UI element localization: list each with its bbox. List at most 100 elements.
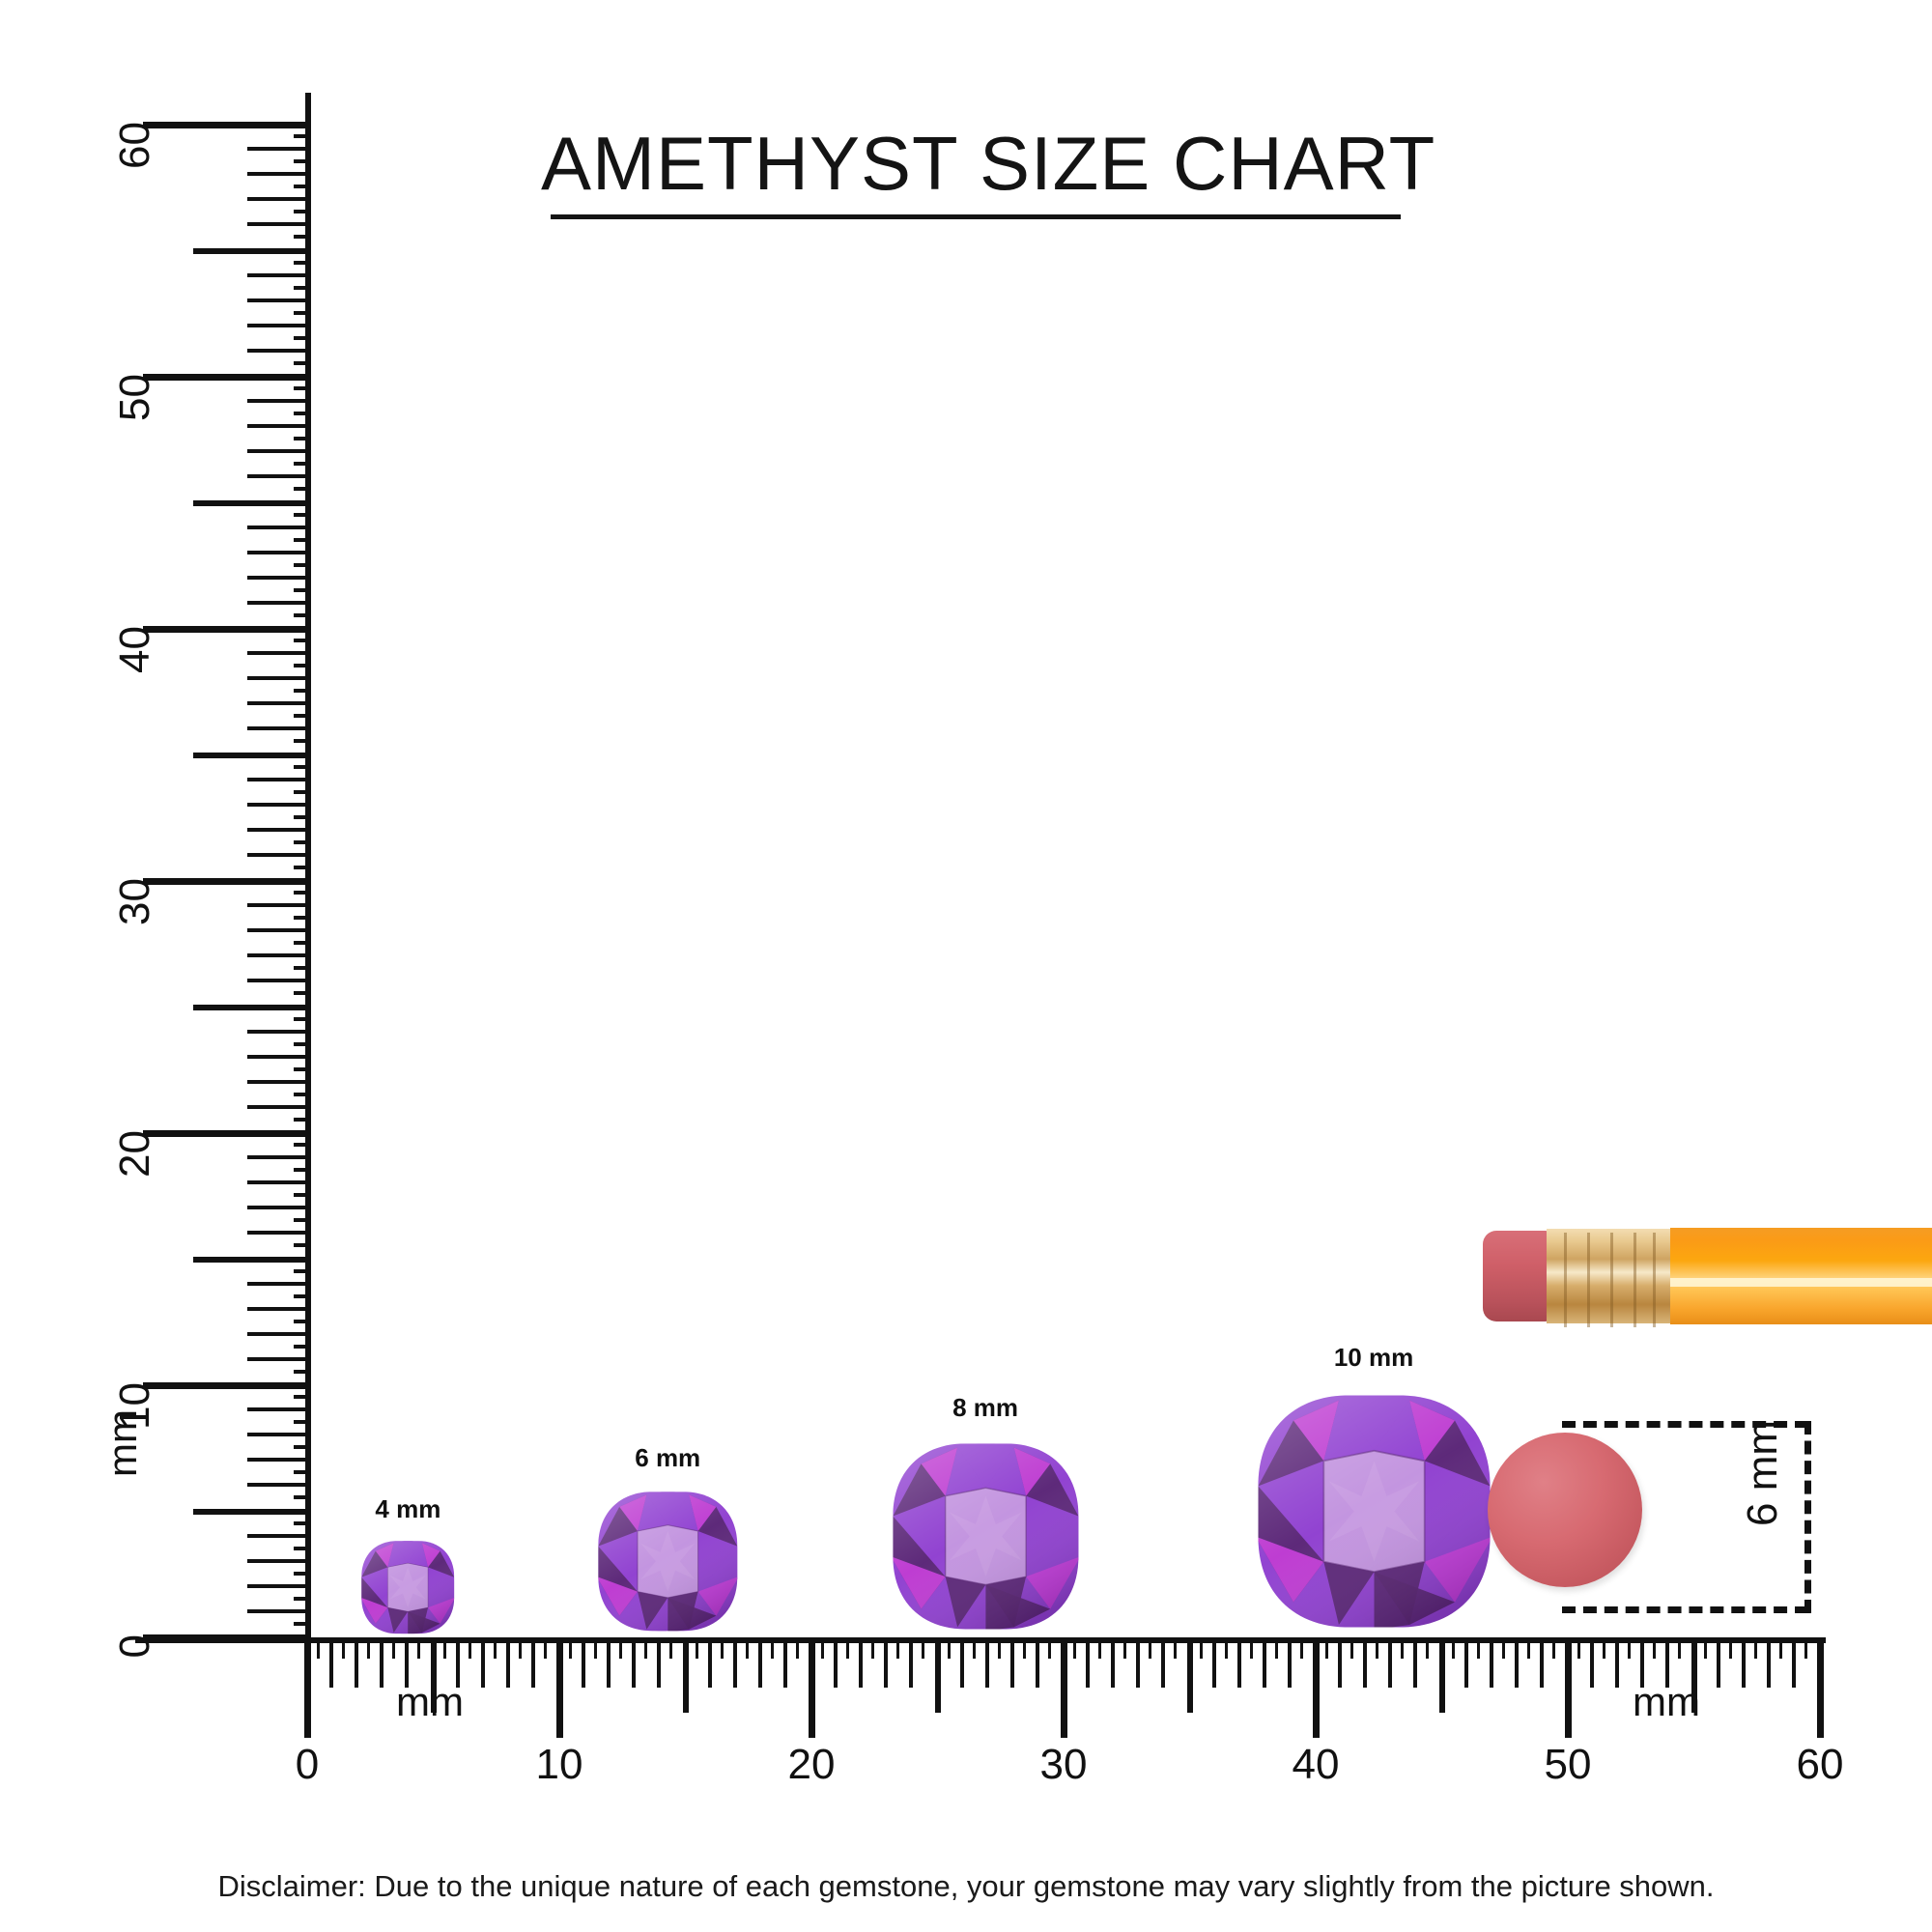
ruler-tick [294,1546,307,1550]
ruler-tick [1274,1643,1278,1659]
ruler-tick [380,1643,384,1688]
ruler-tick [247,651,307,656]
ruler-tick [530,1643,535,1688]
ruler-tick [247,1608,307,1613]
ruler-tick [947,1643,951,1659]
ruler-tick [304,1643,311,1738]
ruler-tick [821,1643,825,1659]
gemstone-10mm[interactable] [1248,1385,1500,1637]
ruler-tick [247,1180,307,1185]
ruler-tick [294,612,307,617]
ruler-tick [1451,1643,1455,1659]
ruler-tick [247,1331,307,1336]
gemstone-group[interactable]: 8 mm [885,1393,1087,1637]
ruler-tick [294,916,307,921]
ruler-tick [1463,1643,1468,1688]
ruler-tick [1741,1643,1746,1688]
ruler-tick [294,789,307,794]
ruler-tick [294,1243,307,1248]
ruler-tick [294,512,307,517]
ruler-label: 20 [787,1741,836,1788]
gemstone-image [361,1540,455,1634]
ruler-tick [1628,1643,1632,1659]
ruler-tick [247,827,307,832]
gemstone-8mm[interactable] [885,1435,1087,1637]
ruler-tick [193,1004,307,1010]
ruler-tick [1388,1643,1393,1688]
ruler-tick [247,1281,307,1286]
ruler-tick [247,1458,307,1463]
ruler-label: 50 [111,374,158,421]
ruler-tick [294,1117,307,1122]
ruler-tick [632,1643,637,1688]
ruler-tick [294,1495,307,1500]
ruler-tick [1615,1643,1620,1688]
ruler-tick [294,285,307,290]
ruler-tick [468,1643,471,1659]
ruler-tick [1236,1643,1241,1688]
gemstone-4mm[interactable] [357,1537,458,1637]
ruler-tick [669,1643,673,1659]
ruler-tick [1363,1643,1368,1688]
ruler-tick [294,210,307,214]
ruler-tick [143,122,307,128]
ruler-tick [247,1306,307,1311]
ruler-tick [1350,1643,1354,1659]
gemstone-6mm[interactable] [592,1486,744,1637]
ruler-tick [582,1643,586,1688]
ruler-tick [480,1643,485,1688]
ruler-tick [770,1643,774,1659]
ruler-tick [896,1643,900,1659]
ruler-tick [1551,1643,1555,1659]
ruler-tick [193,1256,307,1263]
ruler-tick [247,903,307,908]
ruler-tick [922,1643,925,1659]
ruler-tick [417,1643,421,1659]
ruler-tick [392,1643,396,1659]
ruler-tick [809,1643,815,1738]
ruler-tick [367,1643,371,1659]
ruler-tick [294,1596,307,1601]
ruler-tick [247,1558,307,1563]
ruler-tick [1123,1643,1127,1659]
ruler-tick [247,726,307,731]
ruler-tick [294,360,307,365]
gemstone-group[interactable]: 10 mm [1248,1343,1500,1637]
ruler-tick [732,1643,737,1688]
ruler-tick [294,839,307,844]
ruler-tick [294,1168,307,1173]
ruler-tick [644,1643,648,1659]
ruler-tick [294,260,307,265]
vertical-ruler: 0 10 20 30 40 50 60 mm [0,0,348,1700]
ruler-tick [707,1643,712,1688]
pencil-body [1670,1228,1932,1324]
ruler-tick [294,185,307,189]
horizontal-ruler: 0 10 20 30 40 50 60 mm mm [0,1623,1932,1855]
eraser-dimension-label: 6 mm [1739,1420,1786,1526]
gemstone-image [1257,1395,1491,1628]
page-title: AMETHYST SIZE CHART [541,121,1436,206]
ruler-tick [294,1016,307,1021]
ruler-tick [294,335,307,340]
ruler-label: 30 [111,878,158,925]
ruler-tick [294,1143,307,1148]
ruler-tick [1438,1643,1445,1713]
ruler-tick [247,701,307,706]
ruler-tick [294,1066,307,1071]
ruler-tick [1035,1643,1039,1688]
ruler-tick [294,814,307,819]
gemstone-group[interactable]: 6 mm [592,1443,744,1637]
ruler-tick [795,1643,799,1659]
ruler-tick [543,1643,547,1659]
ruler-tick [193,752,307,758]
ruler-tick [294,1344,307,1349]
gemstone-group[interactable]: 4 mm [357,1494,458,1637]
horizontal-ruler-unit-label-left: mm [396,1679,464,1724]
ruler-tick [405,1643,410,1688]
ruler-tick [1086,1643,1091,1688]
ruler-tick [294,462,307,467]
ruler-tick [294,386,307,391]
ruler-tick [859,1643,864,1688]
ruler-label: 20 [111,1130,158,1178]
ruler-tick [1136,1643,1141,1688]
